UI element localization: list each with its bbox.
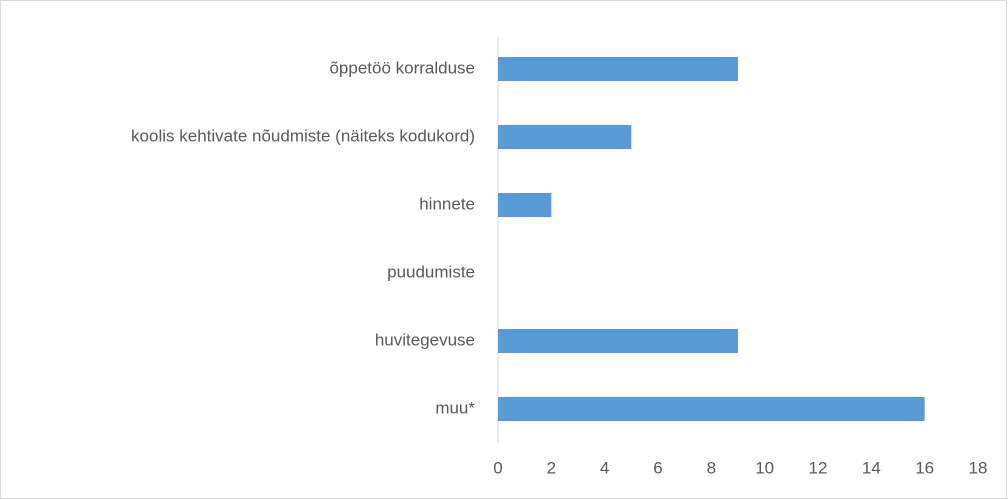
bar xyxy=(498,125,632,149)
bar xyxy=(498,193,552,217)
y-tick-label: hinnete xyxy=(419,194,475,213)
y-tick-label: muu* xyxy=(435,398,475,417)
bar xyxy=(498,329,738,353)
y-tick-label: õppetöö korralduse xyxy=(329,58,475,77)
bar xyxy=(498,57,738,81)
x-tick-label: 4 xyxy=(600,458,609,477)
x-tick-label: 8 xyxy=(707,458,716,477)
x-tick-label: 2 xyxy=(547,458,556,477)
x-tick-label: 10 xyxy=(755,458,774,477)
x-tick-label: 0 xyxy=(493,458,502,477)
x-tick-label: 12 xyxy=(809,458,828,477)
x-tick-label: 16 xyxy=(915,458,934,477)
y-tick-label: puudumiste xyxy=(387,262,475,281)
x-tick-label: 6 xyxy=(653,458,662,477)
x-tick-label: 14 xyxy=(862,458,881,477)
y-tick-label: huvitegevuse xyxy=(375,330,475,349)
x-tick-label: 18 xyxy=(969,458,988,477)
y-tick-label: koolis kehtivate nõudmiste (näiteks kodu… xyxy=(131,126,475,145)
bar xyxy=(498,397,925,421)
